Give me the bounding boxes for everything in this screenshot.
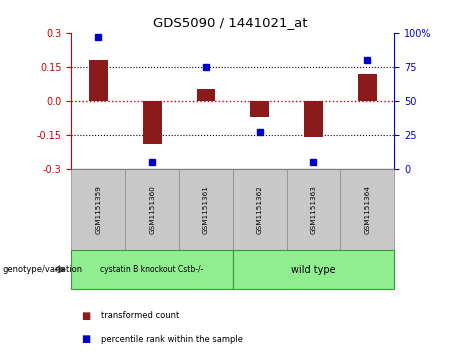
Text: GSM1151360: GSM1151360: [149, 185, 155, 234]
Bar: [304, 101, 323, 137]
Text: ■: ■: [81, 311, 90, 321]
Text: GSM1151364: GSM1151364: [364, 185, 370, 234]
Text: GSM1151363: GSM1151363: [310, 185, 317, 234]
Bar: [196, 89, 215, 101]
Text: transformed count: transformed count: [101, 311, 180, 320]
Text: GSM1151361: GSM1151361: [203, 185, 209, 234]
Bar: [89, 60, 108, 101]
Text: percentile rank within the sample: percentile rank within the sample: [101, 335, 243, 344]
Text: GSM1151359: GSM1151359: [95, 185, 101, 234]
Bar: [250, 101, 269, 117]
Bar: [358, 74, 377, 101]
Text: cystatin B knockout Cstb-/-: cystatin B knockout Cstb-/-: [100, 265, 204, 274]
Text: genotype/variation: genotype/variation: [2, 265, 83, 274]
Text: ■: ■: [81, 334, 90, 344]
Bar: [143, 101, 161, 144]
Text: GSM1151362: GSM1151362: [257, 185, 263, 234]
Text: wild type: wild type: [291, 265, 336, 274]
Text: GDS5090 / 1441021_at: GDS5090 / 1441021_at: [153, 16, 308, 29]
